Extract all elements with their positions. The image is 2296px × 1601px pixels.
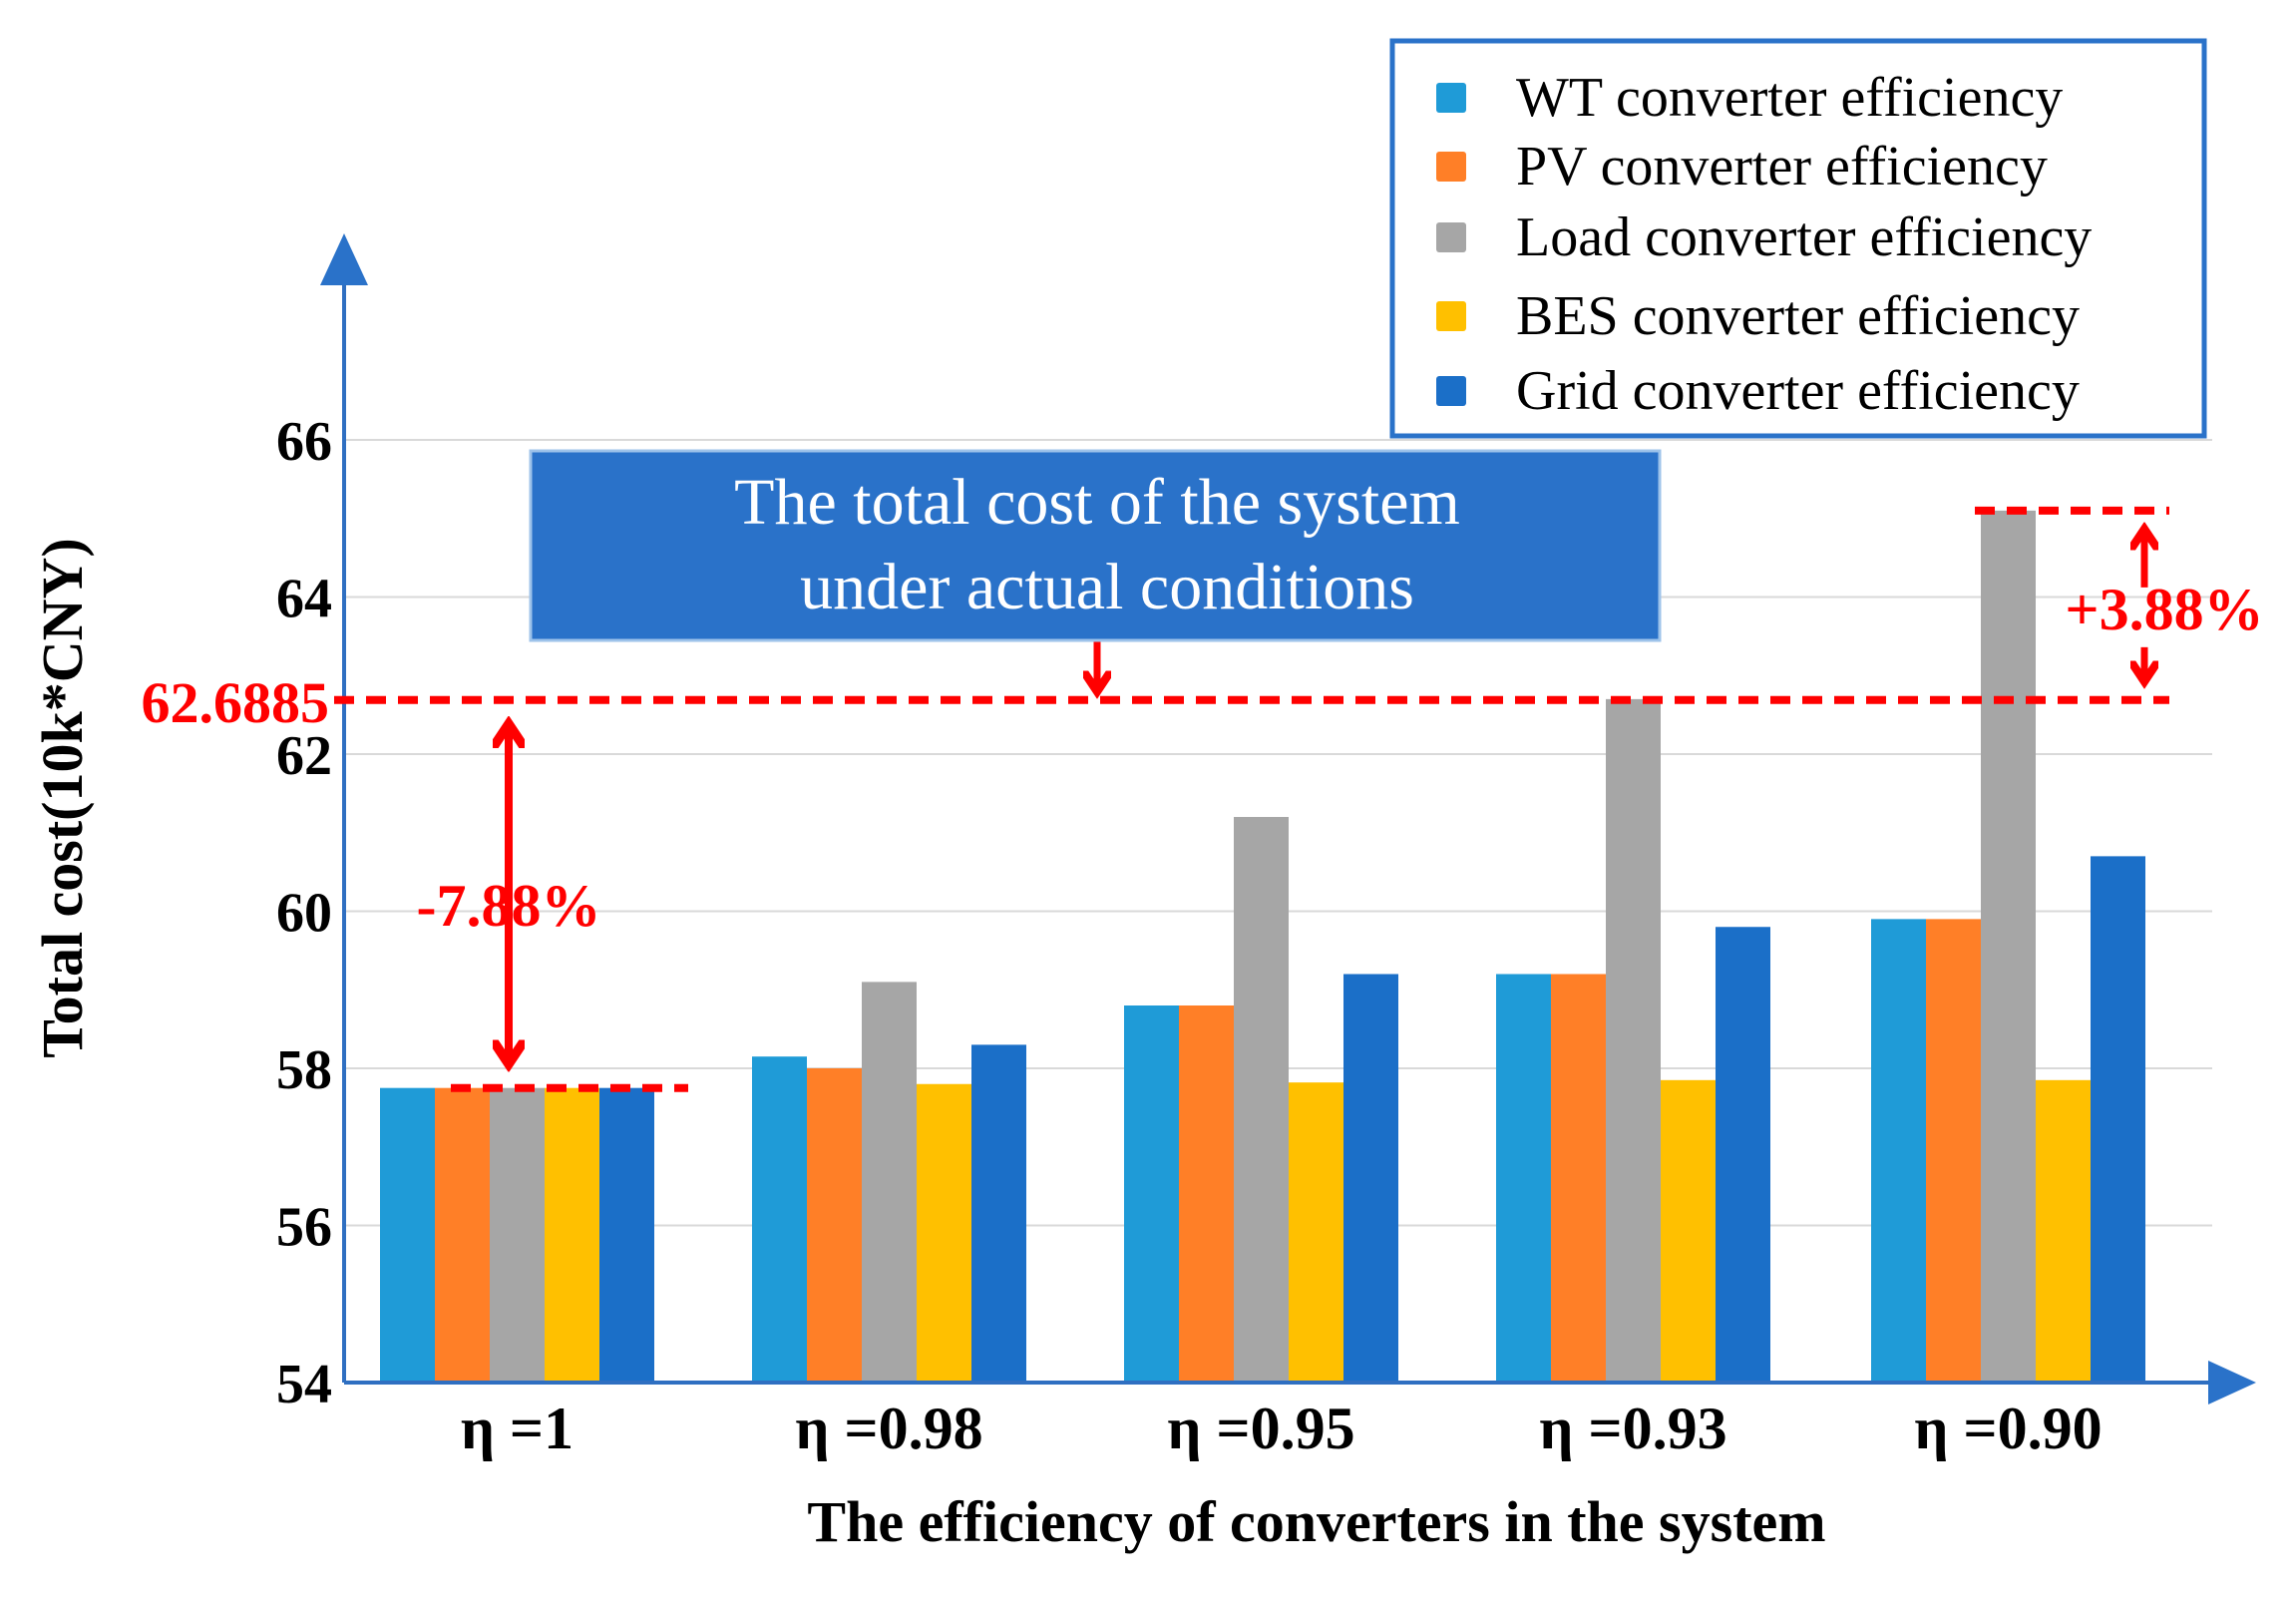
callout-line-1: The total cost of the system [734, 466, 1460, 539]
x-tick-labels: η =1 η =0.98 η =0.95 η =0.93 η =0.90 [461, 1396, 2103, 1461]
bar [1179, 1005, 1234, 1383]
y-axis-title: Total cost(10k*CNY) [30, 538, 95, 1057]
bar [862, 982, 917, 1383]
reference-value-label: 62.6885 [142, 670, 330, 735]
y-tick-label: 66 [276, 411, 332, 473]
y-tick-label: 64 [276, 569, 332, 630]
bar [1716, 927, 1770, 1383]
bar [1871, 919, 1926, 1383]
bar [1124, 1005, 1179, 1383]
legend-swatch [1436, 222, 1466, 252]
bar [545, 1087, 599, 1383]
legend-label: Grid converter efficiency [1516, 360, 2080, 422]
bar [2091, 856, 2145, 1383]
x-tick-label: η =0.93 [1539, 1396, 1726, 1461]
y-tick-label: 56 [276, 1197, 332, 1259]
bar [752, 1056, 807, 1383]
legend-swatch [1436, 83, 1466, 113]
y-tick-label: 60 [276, 883, 332, 945]
x-tick-label: η =0.95 [1167, 1396, 1354, 1461]
y-tick-label: 54 [276, 1354, 332, 1415]
bars [380, 510, 2145, 1383]
bar [2036, 1079, 2091, 1383]
y-tick-label: 58 [276, 1039, 332, 1101]
x-tick-label: η =0.90 [1914, 1396, 2102, 1461]
bar [971, 1044, 1026, 1383]
legend-swatch [1436, 301, 1466, 331]
x-axis-arrow-icon [2208, 1361, 2256, 1404]
bar [1551, 974, 1606, 1383]
y-tick-label: 62 [276, 725, 332, 787]
callout-line-2: under actual conditions [800, 551, 1414, 623]
y-tick-labels: 54 56 58 60 62 64 66 [276, 411, 332, 1415]
x-tick-label: η =0.98 [795, 1396, 982, 1461]
bar [1661, 1079, 1716, 1383]
bar [490, 1087, 545, 1383]
callout-box: The total cost of the system under actua… [529, 449, 1662, 642]
bar [1606, 698, 1661, 1383]
bar [599, 1087, 654, 1383]
increase-percent-label: +3.88% [2065, 577, 2263, 642]
y-axis-arrow-icon [320, 233, 368, 285]
annotations: 62.6885 -7.88% +3.88% [142, 506, 2264, 1092]
x-axis-title: The efficiency of converters in the syst… [807, 1489, 1825, 1554]
legend: WT converter efficiency PV converter effi… [1389, 38, 2207, 439]
bar [1234, 817, 1289, 1383]
bar [380, 1087, 435, 1383]
legend-label: BES converter efficiency [1516, 285, 2080, 347]
bar [1981, 510, 2036, 1383]
bar [1343, 974, 1398, 1383]
legend-label: WT converter efficiency [1516, 67, 2063, 129]
x-tick-label: η =1 [461, 1396, 574, 1461]
bar [1926, 919, 1981, 1383]
legend-swatch [1436, 376, 1466, 406]
bar [435, 1087, 490, 1383]
bar [1289, 1082, 1343, 1383]
legend-label: Load converter efficiency [1516, 206, 2092, 268]
legend-label: PV converter efficiency [1516, 136, 2048, 198]
bar [917, 1083, 971, 1383]
legend-swatch [1436, 152, 1466, 182]
decrease-percent-label: -7.88% [417, 873, 601, 939]
bar [807, 1068, 862, 1383]
bar [1496, 974, 1551, 1383]
